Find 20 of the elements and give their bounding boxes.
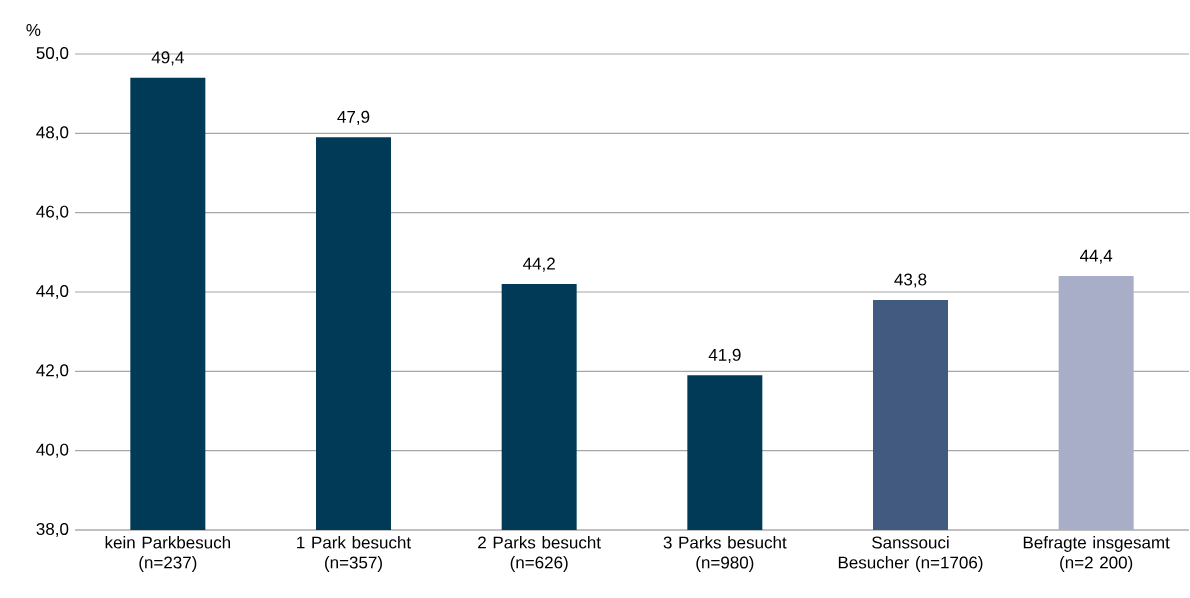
data-label: 43,8 [894,273,927,288]
y-tick-label: 42,0 [36,364,69,379]
x-tick-label: 2 Parks besucht (n=626) [478,536,601,572]
data-label: 44,2 [523,257,555,272]
x-tick-label: Befragte insgesamt (n=2 200) [1023,536,1170,572]
data-label: 44,4 [1080,249,1113,264]
data-label: 49,4 [151,51,184,66]
y-axis-title: % [26,24,41,36]
y-tick-label: 38,0 [36,522,69,537]
y-tick-label: 40,0 [36,443,69,458]
x-tick-label: kein Parkbesuch (n=237) [105,536,231,572]
data-label: 41,9 [708,348,741,363]
y-tick-label: 50,0 [36,46,69,61]
y-tick-label: 44,0 [36,284,69,299]
data-label: 47,9 [337,110,370,125]
x-tick-label: 1 Park besucht (n=357) [297,536,412,572]
x-tick-label: Sanssouci Besucher (n=1706) [838,536,983,572]
y-tick-label: 48,0 [36,126,69,141]
x-tick-label: 3 Parks besucht (n=980) [663,536,787,572]
y-tick-label: 46,0 [36,205,69,220]
